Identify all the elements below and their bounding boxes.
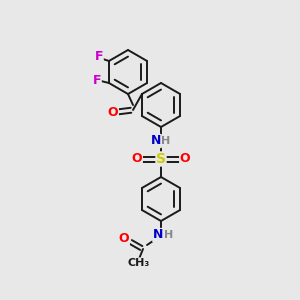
Text: O: O: [132, 152, 142, 166]
Text: F: F: [93, 74, 101, 88]
Text: N: N: [151, 134, 161, 148]
Text: H: H: [161, 136, 171, 146]
Text: N: N: [153, 229, 163, 242]
Text: F: F: [95, 50, 103, 64]
Text: H: H: [164, 230, 174, 240]
Text: O: O: [108, 106, 118, 118]
Text: S: S: [156, 152, 166, 166]
Text: O: O: [119, 232, 129, 245]
Text: O: O: [180, 152, 190, 166]
Text: CH₃: CH₃: [128, 258, 150, 268]
